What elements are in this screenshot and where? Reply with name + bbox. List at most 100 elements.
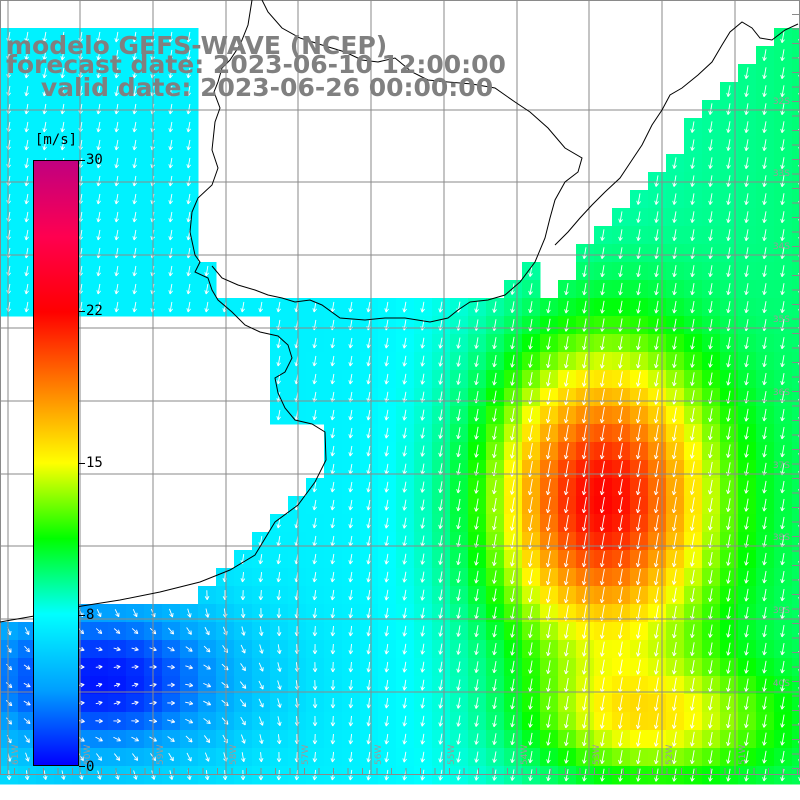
wind-arrow	[726, 678, 731, 692]
wind-arrow	[599, 371, 605, 387]
wind-arrow	[726, 480, 731, 494]
wind-arrow	[384, 427, 389, 439]
wind-arrow	[384, 697, 390, 709]
wind-arrow	[438, 355, 443, 367]
wind-arrow	[312, 409, 317, 421]
wind-arrow	[348, 445, 353, 457]
wind-arrow	[366, 625, 372, 637]
wind-arrow	[204, 590, 210, 600]
latitude-label: 40S	[773, 679, 790, 689]
latitude-label: 35S	[773, 315, 790, 325]
wind-arrow	[132, 211, 137, 223]
wind-arrow	[690, 283, 695, 296]
wind-arrow	[60, 31, 65, 43]
wind-arrow	[726, 175, 731, 187]
wind-speed-cell	[792, 154, 800, 173]
wind-arrow	[780, 157, 785, 170]
wind-speed-cell	[792, 82, 800, 101]
wind-arrow	[510, 354, 515, 368]
wind-arrow	[5, 682, 13, 689]
wind-arrow	[726, 229, 731, 241]
wind-arrow	[203, 682, 212, 688]
wind-arrow	[492, 642, 497, 656]
wind-arrow	[618, 265, 623, 278]
wind-arrow	[42, 31, 47, 43]
coastline	[0, 0, 799, 623]
wind-arrow	[258, 680, 264, 690]
wind-arrow	[564, 677, 569, 693]
wind-arrow	[690, 193, 695, 205]
wind-arrow	[563, 497, 569, 514]
wind-arrow	[671, 515, 677, 532]
wind-arrow	[95, 700, 103, 706]
wind-speed-cell	[792, 46, 800, 65]
wind-arrow	[456, 337, 461, 349]
wind-arrow	[438, 625, 443, 637]
wind-arrow	[708, 570, 713, 585]
wind-arrow	[690, 211, 695, 223]
wind-arrow	[635, 713, 641, 729]
wind-arrow	[671, 479, 677, 496]
wind-arrow	[438, 409, 443, 421]
wind-arrow	[708, 660, 713, 674]
wind-arrow	[114, 139, 119, 151]
wind-arrow	[474, 516, 479, 530]
wind-arrow	[330, 553, 335, 565]
wind-arrow	[474, 408, 479, 422]
wind-arrow	[114, 31, 119, 43]
wind-arrow	[203, 700, 212, 706]
wind-arrow	[456, 409, 461, 422]
wind-arrow	[582, 695, 587, 711]
wind-arrow	[420, 661, 425, 673]
wind-arrow	[384, 355, 389, 367]
wind-arrow	[95, 718, 103, 724]
wind-arrow	[617, 641, 623, 657]
wind-arrow	[563, 389, 569, 406]
wind-arrow	[599, 569, 605, 586]
wind-arrow	[168, 139, 173, 151]
wind-arrow	[780, 570, 785, 584]
wind-arrow	[635, 425, 641, 442]
wind-arrow	[780, 265, 785, 278]
wind-arrow	[636, 336, 641, 350]
wind-arrow	[581, 551, 587, 568]
wind-arrow	[167, 646, 175, 652]
wind-arrow	[402, 751, 407, 763]
wind-arrow	[654, 623, 659, 639]
wind-arrow	[348, 337, 353, 349]
wind-arrow	[582, 731, 587, 747]
wind-arrow	[420, 697, 425, 709]
wind-arrow	[780, 516, 785, 530]
wind-arrow	[510, 642, 515, 656]
wind-arrow	[780, 696, 785, 710]
wind-arrow	[456, 715, 461, 727]
wind-arrow	[635, 569, 641, 586]
wind-arrow	[546, 696, 551, 710]
wind-arrow	[690, 300, 695, 314]
wind-arrow	[492, 715, 497, 728]
wind-arrow	[708, 175, 713, 187]
wind-arrow	[348, 571, 353, 583]
wind-arrow	[780, 498, 785, 512]
wind-arrow	[545, 569, 551, 586]
wind-arrow	[744, 570, 749, 584]
wind-arrow	[348, 499, 353, 511]
wind-arrow	[366, 553, 371, 565]
wind-arrow	[617, 443, 623, 460]
wind-arrow	[690, 121, 695, 133]
wind-arrow	[690, 624, 695, 638]
wind-arrow	[474, 552, 479, 566]
wind-arrow	[384, 517, 389, 529]
wind-speed-cell	[792, 406, 800, 425]
wind-arrow	[96, 301, 101, 313]
latitude-label: 39S	[773, 606, 790, 616]
wind-arrow	[168, 103, 173, 115]
wind-arrow	[599, 623, 605, 639]
wind-arrow	[312, 680, 318, 691]
wind-arrow	[672, 587, 677, 603]
wind-speed-cell	[792, 532, 800, 551]
wind-speed-cell	[792, 622, 800, 641]
wind-arrow	[527, 425, 533, 441]
wind-arrow	[653, 731, 659, 747]
wind-arrow	[348, 625, 354, 637]
